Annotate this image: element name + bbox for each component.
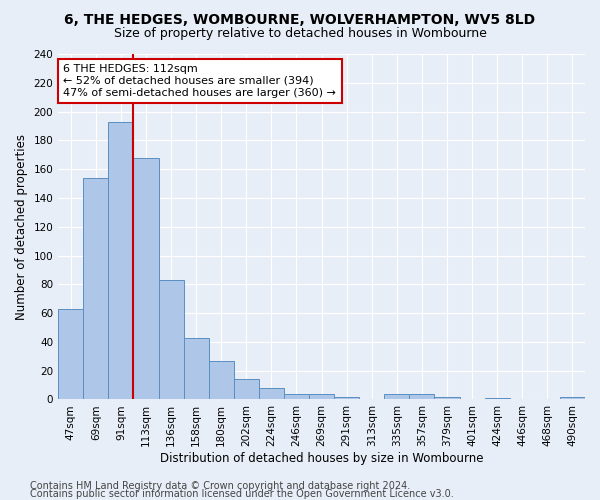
Bar xyxy=(409,394,434,400)
Bar xyxy=(234,380,259,400)
Text: Contains HM Land Registry data © Crown copyright and database right 2024.: Contains HM Land Registry data © Crown c… xyxy=(30,481,410,491)
Bar xyxy=(309,394,334,400)
Bar xyxy=(434,396,460,400)
Bar xyxy=(259,388,284,400)
Bar xyxy=(209,360,234,400)
Bar xyxy=(133,158,158,400)
X-axis label: Distribution of detached houses by size in Wombourne: Distribution of detached houses by size … xyxy=(160,452,484,465)
Text: Contains public sector information licensed under the Open Government Licence v3: Contains public sector information licen… xyxy=(30,489,454,499)
Bar xyxy=(158,280,184,400)
Bar xyxy=(284,394,309,400)
Text: 6 THE HEDGES: 112sqm
← 52% of detached houses are smaller (394)
47% of semi-deta: 6 THE HEDGES: 112sqm ← 52% of detached h… xyxy=(64,64,337,98)
Bar xyxy=(485,398,510,400)
Bar xyxy=(109,122,133,400)
Bar xyxy=(83,178,109,400)
Text: Size of property relative to detached houses in Wombourne: Size of property relative to detached ho… xyxy=(113,28,487,40)
Text: 6, THE HEDGES, WOMBOURNE, WOLVERHAMPTON, WV5 8LD: 6, THE HEDGES, WOMBOURNE, WOLVERHAMPTON,… xyxy=(64,12,536,26)
Bar xyxy=(560,396,585,400)
Bar xyxy=(58,309,83,400)
Y-axis label: Number of detached properties: Number of detached properties xyxy=(15,134,28,320)
Bar xyxy=(334,396,359,400)
Bar xyxy=(385,394,409,400)
Bar xyxy=(184,338,209,400)
